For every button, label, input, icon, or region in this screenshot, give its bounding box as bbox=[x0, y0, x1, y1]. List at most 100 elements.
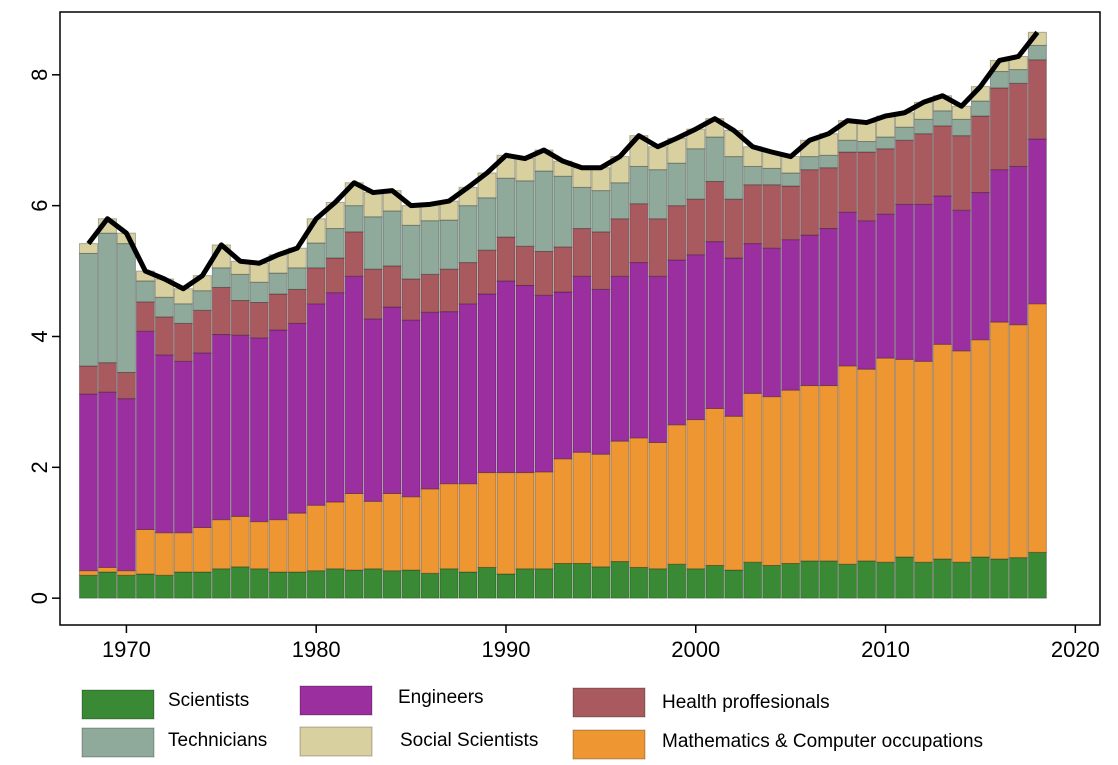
bar-segment bbox=[439, 268, 459, 313]
bar-segment bbox=[78, 252, 98, 367]
bar-segment bbox=[515, 180, 535, 247]
bar-segment bbox=[192, 309, 212, 354]
bar-segment bbox=[989, 169, 1009, 323]
bar-segment bbox=[838, 563, 858, 599]
bar-segment bbox=[401, 496, 421, 571]
bar-segment bbox=[591, 167, 611, 192]
bar-segment bbox=[363, 568, 383, 599]
bar-segment bbox=[895, 203, 915, 360]
bar-segment bbox=[800, 234, 820, 387]
bar-segment bbox=[857, 151, 877, 222]
bar-segment bbox=[876, 213, 896, 359]
bar-segment bbox=[116, 570, 136, 576]
bar-segment bbox=[781, 563, 801, 599]
bar-segment bbox=[249, 521, 269, 570]
bar-segment bbox=[819, 228, 839, 387]
bar-segment bbox=[249, 281, 269, 303]
bar-segment bbox=[913, 561, 934, 599]
bar-segment bbox=[1008, 324, 1028, 559]
bar-segment bbox=[97, 232, 117, 364]
bar-segment bbox=[496, 472, 516, 575]
x-tick-label: 2000 bbox=[671, 637, 720, 662]
bar-segment bbox=[477, 293, 497, 474]
bar-segment bbox=[591, 190, 611, 233]
bar-segment bbox=[477, 197, 497, 251]
bar-segment bbox=[951, 135, 971, 211]
bar-segment bbox=[268, 571, 288, 599]
legend-label: Health proffesionals bbox=[662, 692, 830, 713]
bar-segment bbox=[135, 330, 155, 530]
bar-segment bbox=[439, 483, 459, 570]
bar-segment bbox=[97, 571, 117, 599]
bar-segment bbox=[458, 571, 478, 599]
x-tick-label: 1990 bbox=[482, 637, 531, 662]
bar-segment bbox=[135, 528, 155, 575]
y-tick-label: 2 bbox=[27, 461, 52, 473]
bar-segment bbox=[591, 288, 611, 455]
bar-segment bbox=[838, 139, 858, 153]
bar-segment bbox=[154, 296, 174, 318]
bar-segment bbox=[932, 343, 952, 560]
bar-segment bbox=[363, 500, 383, 570]
bar-segment bbox=[857, 122, 877, 143]
bar-segment bbox=[705, 564, 725, 599]
bar-segment bbox=[762, 396, 782, 566]
plot-frame bbox=[59, 11, 1101, 626]
bar-segment bbox=[572, 563, 592, 599]
bar-segment bbox=[1008, 69, 1028, 84]
bar-segment bbox=[762, 564, 782, 599]
bar-segment bbox=[1027, 59, 1047, 140]
bar-segment bbox=[230, 300, 250, 336]
bar-segment bbox=[610, 275, 630, 442]
bar-segment bbox=[154, 532, 174, 576]
bar-segment bbox=[420, 572, 440, 599]
bar-segment bbox=[781, 185, 801, 241]
bar-segment bbox=[970, 115, 990, 194]
bar-segment bbox=[648, 568, 668, 599]
bar-segment bbox=[458, 205, 478, 264]
bar-segment bbox=[553, 458, 573, 565]
bar-segment bbox=[876, 561, 896, 599]
bar-segment bbox=[116, 243, 136, 373]
legend-swatch bbox=[299, 685, 373, 716]
bar-segment bbox=[496, 177, 516, 238]
bar-segment bbox=[477, 566, 497, 599]
bar-segment bbox=[686, 568, 706, 599]
bar-segment bbox=[1027, 138, 1047, 305]
bar-segment bbox=[496, 573, 516, 599]
bar-segment bbox=[173, 322, 193, 362]
bar-segment bbox=[401, 278, 421, 321]
bar-segment bbox=[895, 126, 915, 141]
bar-segment bbox=[648, 275, 668, 443]
bar-segment bbox=[686, 254, 706, 421]
bar-segment bbox=[762, 167, 782, 186]
bar-segment bbox=[724, 415, 744, 571]
x-tick-label: 2020 bbox=[1051, 637, 1100, 662]
bar-segment bbox=[667, 424, 687, 565]
bar-segment bbox=[781, 239, 801, 391]
bar-segment bbox=[629, 566, 649, 599]
bar-segment bbox=[154, 574, 174, 599]
bar-segment bbox=[989, 558, 1009, 599]
bar-segment bbox=[458, 262, 478, 305]
legend-swatch bbox=[572, 687, 646, 718]
bar-segment bbox=[591, 453, 611, 568]
legend-label: Social Scientists bbox=[400, 730, 538, 751]
bar-segment bbox=[648, 146, 668, 171]
bar-segment bbox=[648, 218, 668, 277]
bar-segment bbox=[287, 322, 307, 514]
bar-segment bbox=[1008, 165, 1028, 326]
bar-segment bbox=[363, 268, 383, 320]
bar-segment bbox=[439, 568, 459, 599]
bar-segment bbox=[344, 569, 364, 599]
bar-segment bbox=[591, 566, 611, 599]
bar-segment bbox=[913, 118, 934, 135]
bar-segment bbox=[932, 558, 952, 599]
bar-segment bbox=[477, 249, 497, 295]
bar-segment bbox=[629, 437, 649, 568]
bar-segment bbox=[268, 519, 288, 573]
bar-segment bbox=[686, 198, 706, 256]
bar-segment bbox=[553, 175, 573, 248]
bar-segment bbox=[496, 280, 516, 474]
bar-segment bbox=[116, 398, 136, 572]
